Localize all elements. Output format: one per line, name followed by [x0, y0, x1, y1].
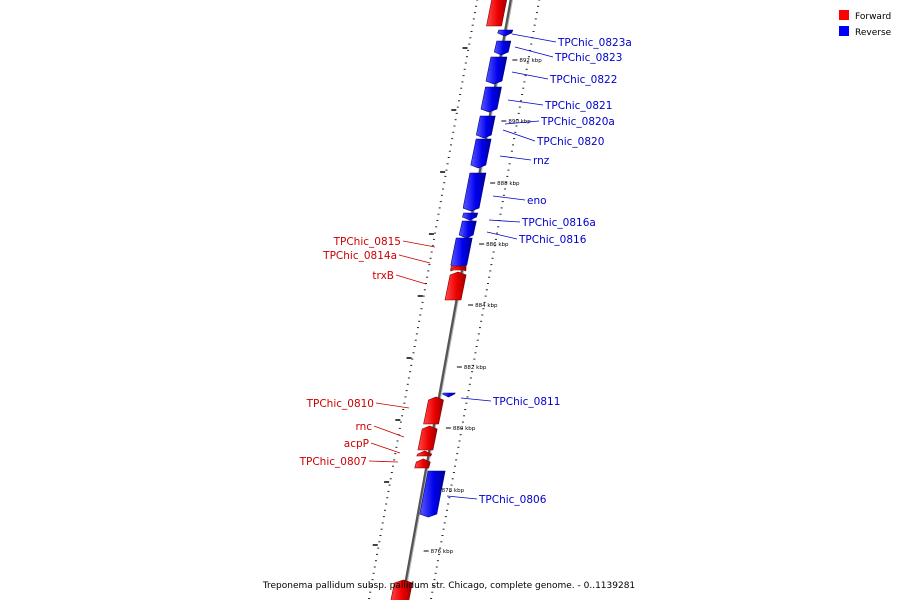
label-leader-line	[504, 120, 540, 125]
label-leader-line	[460, 397, 492, 402]
acpP-gene-glyph[interactable]	[416, 450, 433, 457]
unnamed-gene-glyph[interactable]	[390, 579, 413, 600]
TPChic_0816-gene-glyph[interactable]	[450, 237, 473, 269]
scale-tick-label: 886 kbp	[486, 242, 509, 248]
TPChic_0822-gene-glyph[interactable]	[485, 56, 508, 85]
legend-forward-swatch	[839, 10, 849, 20]
scale-tick-label: 876 kbp	[431, 549, 454, 555]
gene-label-tpchic_0811[interactable]: TPChic_0811	[492, 396, 560, 408]
gene-label-tpchic_0807[interactable]: TPChic_0807	[299, 456, 367, 468]
gene-label-tpchic_0820a[interactable]: TPChic_0820a	[540, 116, 615, 128]
gene-label-tpchic_0816a[interactable]: TPChic_0816a	[521, 217, 596, 229]
scale-ticks: 892 kbp 890 kbp 888 kbp 886 kbp 884 kbp 882 k…	[423, 58, 542, 555]
gene-label-tpchic_0814a[interactable]: TPChic_0814a	[322, 250, 397, 262]
label-leader-line	[373, 425, 405, 438]
label-leader-line	[511, 33, 557, 43]
gene-labels: TPChic_0823a TPChic_0823 TPChic_0822 TPChic…	[299, 33, 632, 506]
gene-track	[390, 0, 514, 600]
label-leader-line	[488, 219, 521, 223]
label-leader-line	[446, 495, 478, 500]
TPChic_0823-gene-glyph[interactable]	[493, 40, 512, 56]
TPChic_0816a-gene-glyph[interactable]	[458, 220, 477, 239]
gene-label-tpchic_0823a[interactable]: TPChic_0823a	[557, 37, 632, 49]
label-leader-line	[492, 195, 526, 201]
scale-tick-label: 884 kbp	[475, 303, 498, 309]
unnamed-gene-glyph[interactable]	[486, 0, 508, 27]
gene-label-rnz[interactable]: rnz	[533, 155, 550, 167]
label-leader-line	[486, 231, 518, 240]
label-leader-line	[368, 460, 399, 463]
scale-tick-label: 888 kbp	[497, 181, 520, 187]
label-leader-line	[507, 99, 544, 106]
label-leader-line	[370, 442, 401, 454]
trxB-gene-glyph[interactable]	[444, 271, 467, 301]
TPChic_0821-gene-glyph[interactable]	[480, 86, 502, 113]
label-leader-line	[402, 240, 436, 248]
scale-tick-label: 878 kbp	[442, 488, 465, 494]
gene-label-tpchic_0806[interactable]: TPChic_0806	[478, 494, 547, 506]
label-leader-line	[499, 155, 532, 161]
scale-tick-label: 890 kbp	[508, 119, 531, 125]
legend-reverse-swatch	[839, 26, 849, 36]
legend-reverse-label: Reverse	[855, 28, 892, 38]
eno-gene-glyph[interactable]	[462, 212, 479, 221]
TPChic_0806-gene-glyph[interactable]	[419, 470, 446, 518]
label-leader-line	[375, 402, 410, 409]
right-dotted-track	[430, 0, 541, 599]
legend-forward-label: Forward	[855, 12, 891, 22]
rnz-gene-glyph[interactable]	[462, 172, 487, 212]
rnc-gene-glyph[interactable]	[417, 425, 438, 451]
label-leader-line	[398, 254, 431, 264]
TPChic_0823a-gene-glyph[interactable]	[497, 29, 514, 37]
TPChic_0820-gene-glyph[interactable]	[470, 138, 492, 169]
gene-label-tpchic_0816[interactable]: TPChic_0816	[518, 234, 587, 246]
genome-caption: Treponema pallidum subsp. pallidum str. …	[262, 581, 635, 591]
scale-tick-label: 882 kbp	[464, 365, 487, 371]
gene-label-trxb[interactable]: trxB	[372, 270, 394, 282]
gene-label-tpchic_0821[interactable]: TPChic_0821	[544, 100, 612, 112]
gene-label-tpchic_0810[interactable]: TPChic_0810	[306, 398, 374, 410]
TPChic_0807-gene-glyph[interactable]	[414, 458, 431, 469]
gene-label-tpchic_0822[interactable]: TPChic_0822	[549, 74, 617, 86]
TPChic_0814a-gene-glyph[interactable]	[449, 265, 467, 271]
scale-tick-label: 880 kbp	[453, 426, 476, 432]
scale-tick-label: 892 kbp	[519, 58, 542, 64]
gene-label-acpp[interactable]: acpP	[344, 438, 369, 450]
gene-label-tpchic_0823[interactable]: TPChic_0823	[554, 52, 622, 64]
label-leader-line	[395, 274, 427, 285]
gene-label-tpchic_0820[interactable]: TPChic_0820	[536, 136, 604, 148]
label-leader-line	[511, 71, 549, 80]
TPChic_0810-gene-glyph[interactable]	[423, 396, 444, 425]
gene-label-tpchic_0815[interactable]: TPChic_0815	[333, 236, 401, 248]
label-leader-line	[502, 129, 536, 142]
label-leader-line	[514, 46, 554, 58]
left-dotted-track	[368, 0, 479, 599]
legend: Forward Reverse	[839, 10, 892, 38]
TPChic_0811-gene-glyph[interactable]	[442, 392, 456, 398]
gene-label-eno[interactable]: eno	[527, 195, 547, 207]
TPChic_0820a-gene-glyph[interactable]	[475, 115, 496, 139]
gene-label-rnc[interactable]: rnc	[355, 421, 372, 433]
